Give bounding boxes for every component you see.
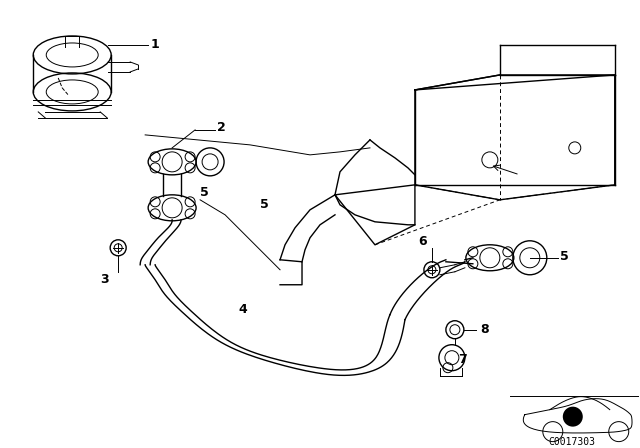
- Text: 5: 5: [200, 186, 209, 199]
- Text: 6: 6: [418, 235, 426, 248]
- Text: 4: 4: [238, 303, 247, 316]
- Circle shape: [563, 407, 583, 426]
- Text: 8: 8: [480, 323, 488, 336]
- Text: 7: 7: [458, 353, 467, 366]
- Text: 5: 5: [560, 250, 568, 263]
- Text: C0017303: C0017303: [548, 437, 595, 447]
- Text: 5: 5: [260, 198, 269, 211]
- Text: 1: 1: [150, 39, 159, 52]
- Text: 3: 3: [100, 273, 109, 286]
- Text: 2: 2: [217, 121, 226, 134]
